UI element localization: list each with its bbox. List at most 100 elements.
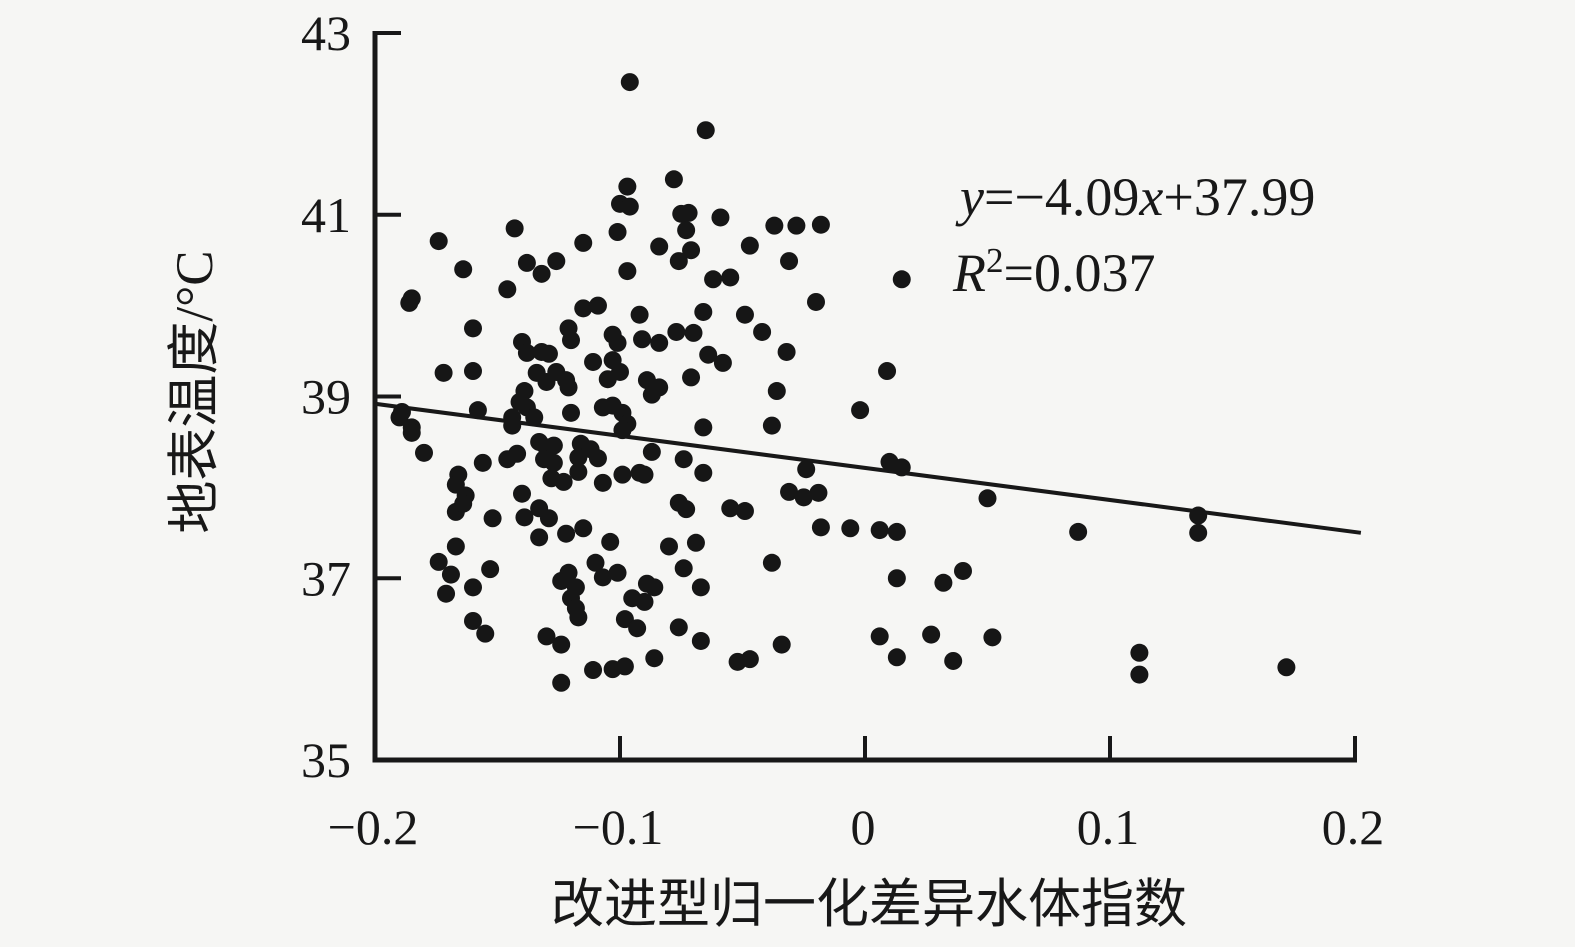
data-point [598,370,617,389]
data-point [1130,643,1149,662]
data-point [794,488,813,507]
data-point [513,484,531,503]
data-points-layer [390,73,1296,692]
data-point [429,552,448,571]
data-point [544,436,563,455]
data-point [635,465,654,484]
data-point [780,482,799,501]
data-point [557,524,576,543]
data-point [415,443,433,462]
data-point [772,635,791,654]
data-point [878,362,897,381]
x-tick-label: 0.1 [1077,799,1140,855]
data-point [669,618,688,637]
data-point [552,571,571,590]
data-point [574,519,593,538]
data-point [674,450,693,469]
data-point [780,252,799,271]
data-point [525,408,544,427]
data-point [446,537,465,556]
data-point [633,330,652,349]
data-point [613,465,632,484]
data-point [892,270,911,289]
data-point [767,382,786,401]
data-point [473,453,492,472]
data-point [464,611,482,630]
data-point [574,233,593,252]
data-point [544,453,563,472]
data-point [537,627,556,646]
data-point [586,553,605,572]
data-point [740,650,759,669]
data-point [603,660,622,679]
data-point [620,197,639,216]
data-point [608,333,627,352]
data-point [584,661,603,680]
data-point [1189,506,1208,525]
data-point [620,73,639,92]
x-axis-title: 改进型归一化差异水体指数 [551,876,1187,934]
data-point [694,463,713,482]
x-tick-label: −0.1 [573,799,664,855]
data-point [1189,523,1208,542]
data-point [562,403,580,422]
data-point [811,518,830,537]
data-point [887,648,906,667]
data-point [618,262,637,281]
data-point [704,270,723,289]
x-tick-label: 0 [851,799,876,855]
data-point [691,631,710,650]
y-tick-label: 35 [301,732,351,788]
data-point [691,578,710,597]
data-point [645,578,664,597]
data-point [464,362,482,381]
data-point [608,223,627,242]
data-point [441,565,460,584]
data-point [498,280,517,299]
data-point [562,331,580,350]
data-point [618,177,637,196]
data-point [454,494,473,513]
data-point [978,489,997,508]
r-squared-value: R2=0.037 [952,241,1156,304]
data-point [677,221,696,240]
data-point [402,423,421,442]
data-point [684,323,703,342]
data-point [515,508,534,527]
data-point [694,302,713,321]
data-point [483,509,502,528]
data-point [892,458,911,477]
data-point [650,237,669,256]
data-point [630,305,649,324]
data-point [468,401,487,420]
data-point [674,559,693,578]
data-point [476,624,495,643]
data-point [669,252,688,271]
x-tick-label: 0.2 [1322,799,1385,855]
data-point [699,345,718,364]
data-point [454,260,473,279]
data-point [650,333,669,352]
data-point [588,449,607,468]
labels: 地表温度/°C 改进型归一化差异水体指数 y=−4.09x+37.99 R2=0… [166,167,1315,934]
data-point [721,499,740,518]
data-point [601,532,620,551]
x-tick-label: −0.2 [328,799,419,855]
data-point [593,568,612,587]
y-axis-title: 地表温度/°C [166,250,224,533]
data-point [628,619,647,638]
data-point [797,460,816,479]
data-point [464,319,482,338]
data-point [740,236,759,255]
data-point [696,121,715,140]
data-point [983,628,1002,647]
data-point [851,401,870,420]
data-point [481,560,500,579]
data-point [694,418,713,437]
data-point [841,519,860,538]
data-point [735,305,754,324]
data-point [517,343,536,362]
data-point [934,573,953,592]
